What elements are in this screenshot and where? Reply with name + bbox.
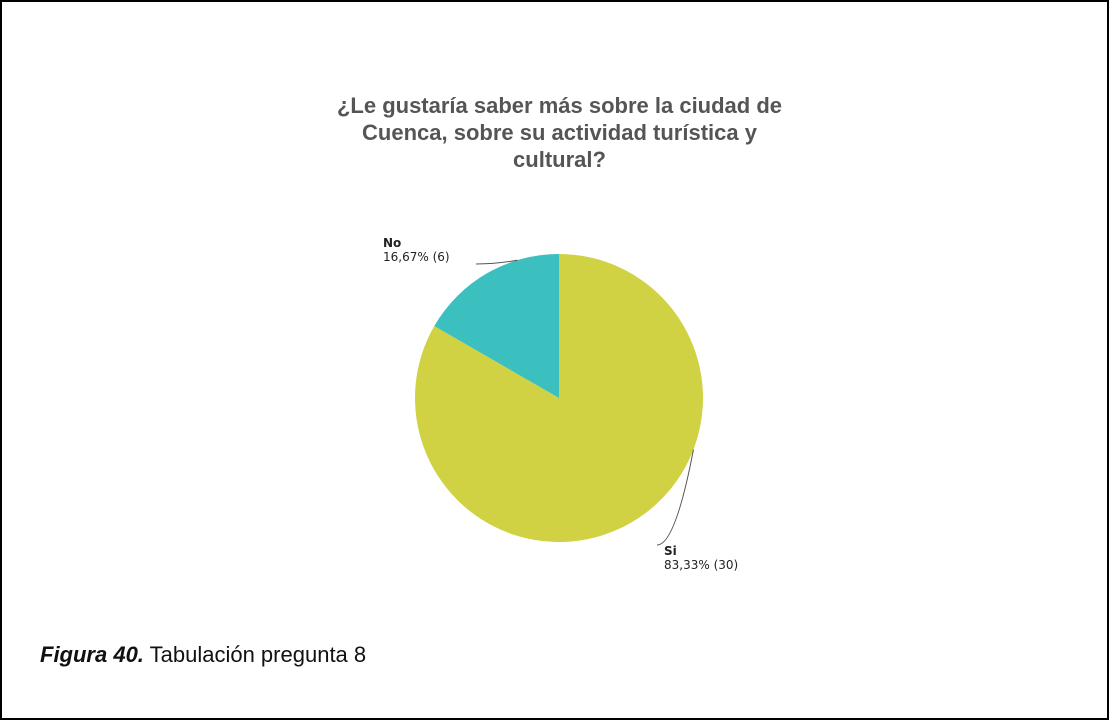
leader-line-si [656, 449, 694, 546]
slice-label-si: Si [664, 544, 677, 558]
slice-value-si: 83,33% (30) [664, 558, 738, 572]
pie-slice-no [434, 254, 559, 398]
chart-title-line: Cuenca, sobre su actividad turística y [362, 120, 757, 145]
slice-value-no: 16,67% (6) [383, 250, 450, 264]
slice-label-no: No [383, 236, 401, 250]
figure-caption: Figura 40. Tabulación pregunta 8 [40, 642, 366, 668]
figure-number: Figura 40. [40, 642, 144, 667]
chart-title: ¿Le gustaría saber más sobre la ciudad d… [292, 92, 827, 173]
caption-text: Tabulación pregunta 8 [143, 642, 367, 667]
leader-line-no [475, 259, 518, 265]
chart-title-line: ¿Le gustaría saber más sobre la ciudad d… [336, 93, 783, 118]
chart-title-line: cultural? [513, 147, 606, 172]
